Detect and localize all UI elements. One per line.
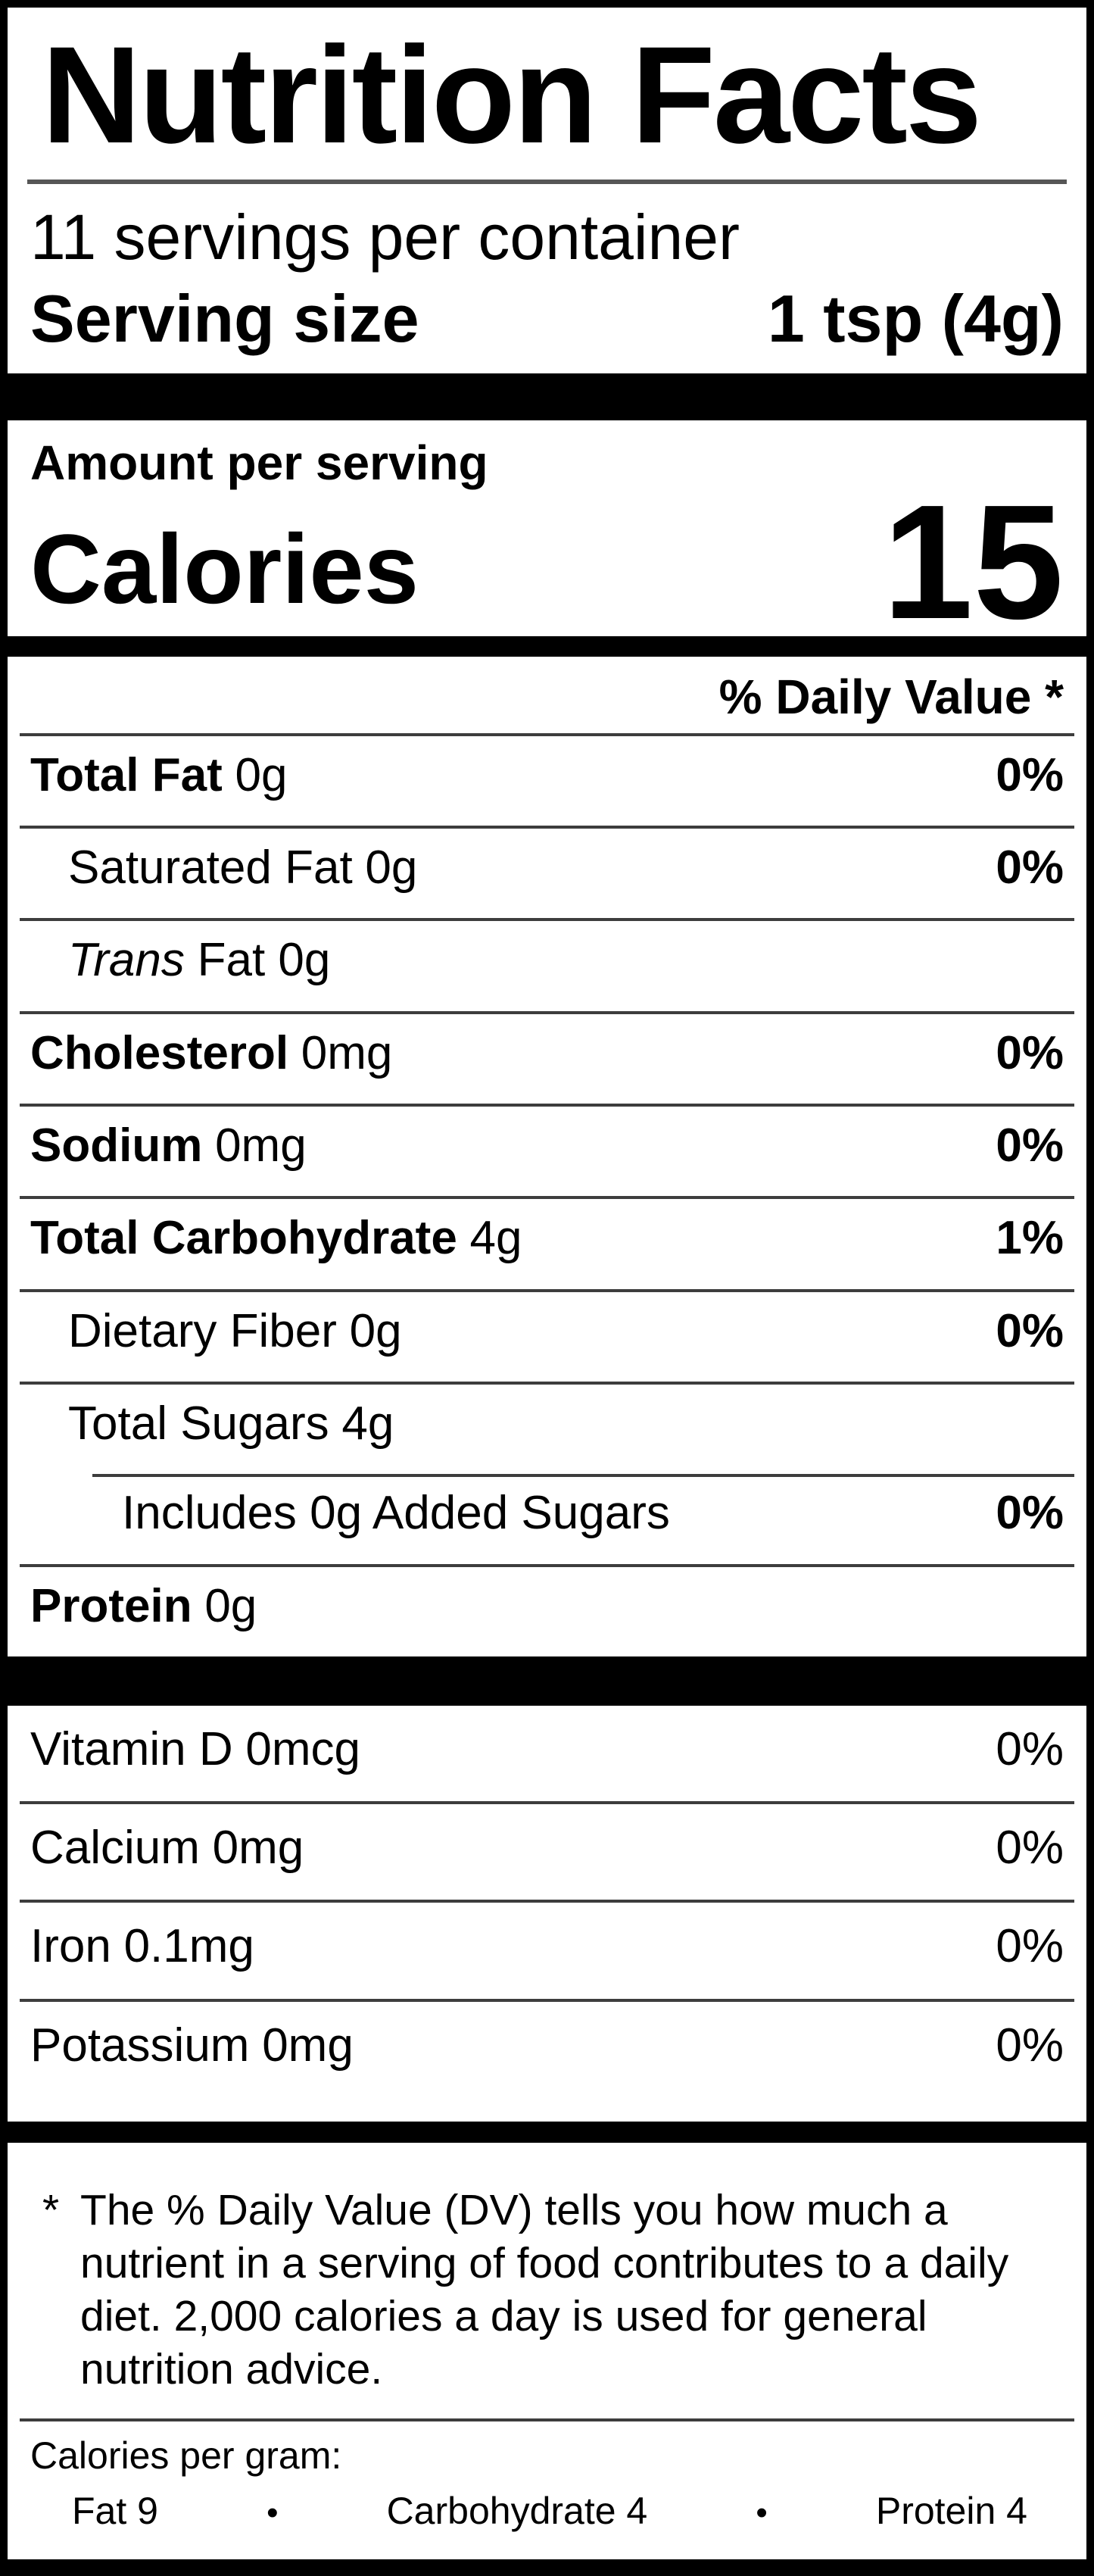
daily-value: 0% (996, 1487, 1064, 1540)
nutrient-amount: 4g (341, 1397, 394, 1450)
nutrition-facts-title: Nutrition Facts (42, 17, 982, 172)
nutrient-name-cell: Saturated Fat 0g (30, 841, 417, 895)
section-bar (8, 373, 1086, 420)
nutrient-name-cell: Cholesterol 0mg (30, 1026, 392, 1080)
calories-per-gram-heading: Calories per gram: (30, 2434, 342, 2478)
daily-value: 0% (996, 1822, 1064, 1875)
servings-per-container: 11 servings per container (30, 201, 740, 273)
daily-value: 0% (996, 1722, 1064, 1775)
nutrient-amount: 0g (365, 841, 418, 895)
section-bar (8, 2122, 1086, 2144)
nutrient-row-cholesterol: Cholesterol 0mg 0% (20, 1010, 1074, 1104)
divider (20, 2418, 1074, 2422)
nutrient-name: Total Fat (30, 748, 223, 801)
nutrient-name-cell: Protein 0g (30, 1579, 257, 1633)
nutrient-amount: 0mg (262, 2019, 354, 2072)
nutrient-name-cell: Total Fat 0g (30, 748, 287, 802)
nutrient-name-cell: Vitamin D 0mcg (30, 1722, 360, 1776)
bullet-separator: • (756, 2494, 768, 2532)
nutrient-row-sodium: Sodium 0mg 0% (20, 1104, 1074, 1196)
nutrient-row-protein: Protein 0g (20, 1563, 1074, 1656)
footnote-asterisk: * (42, 2186, 60, 2235)
nutrient-name: Calcium (30, 1822, 200, 1875)
calories-value: 15 (882, 470, 1064, 653)
nutrient-row-saturated-fat: Saturated Fat 0g 0% (20, 826, 1074, 918)
calories-per-gram-protein: Protein 4 (875, 2490, 1027, 2533)
footnote-text: The % Daily Value (DV) tells you how muc… (80, 2186, 1009, 2394)
nutrient-amount: 0mg (212, 1822, 304, 1875)
daily-value: 0% (996, 748, 1064, 801)
section-bar (8, 1656, 1086, 1706)
nutrient-amount: 0g (349, 1304, 402, 1357)
calories-per-gram-fat: Fat 9 (72, 2490, 158, 2533)
calories-row: Calories 15 (8, 480, 1086, 643)
serving-size-label: Serving size (30, 280, 419, 356)
nutrient-name: Includes 0g Added Sugars (122, 1487, 670, 1540)
nutrient-name-cell: Includes 0g Added Sugars (30, 1486, 683, 1540)
nutrient-name-cell: Total Sugars 4g (30, 1397, 394, 1450)
nutrient-name: Potassium (30, 2019, 250, 2072)
daily-value: 0% (996, 1026, 1064, 1079)
nutrient-name: Vitamin D (30, 1722, 233, 1775)
nutrient-name: Total Carbohydrate (30, 1212, 457, 1265)
nutrient-row-dietary-fiber: Dietary Fiber 0g 0% (20, 1288, 1074, 1382)
nutrient-row-iron: Iron 0.1mg 0% (20, 1900, 1074, 1998)
daily-value: 0% (996, 1119, 1064, 1172)
nutrient-name-cell: Potassium 0mg (30, 2019, 354, 2072)
nutrient-name: Saturated Fat (68, 841, 353, 895)
amount-per-serving-label: Amount per serving (30, 435, 488, 490)
nutrient-name-cell: Dietary Fiber 0g (30, 1304, 402, 1358)
nutrient-row-added-sugars: Includes 0g Added Sugars 0% (20, 1474, 1074, 1563)
calories-per-gram-row: Fat 9 • Carbohydrate 4 • Protein 4 (8, 2477, 1086, 2532)
nutrient-name: Protein (30, 1579, 192, 1632)
nutrient-amount: 0g (204, 1579, 257, 1632)
nutrient-row-trans-fat: Trans Fat 0g (20, 918, 1074, 1010)
bullet-separator: • (266, 2494, 279, 2532)
daily-value: 0% (996, 2019, 1064, 2072)
nutrient-name: Iron (30, 1920, 111, 1973)
nutrient-row-total-carbohydrate: Total Carbohydrate 4g 1% (20, 1196, 1074, 1288)
daily-value: 1% (996, 1212, 1064, 1265)
nutrient-row-total-fat: Total Fat 0g 0% (20, 732, 1074, 826)
nutrient-row-vitamin-d: Vitamin D 0mcg 0% (20, 1706, 1074, 1801)
section-bar (8, 636, 1086, 657)
serving-size-value: 1 tsp (4g) (767, 280, 1064, 356)
nutrient-amount: 4g (469, 1212, 522, 1265)
nutrient-amount: 0.1mg (123, 1920, 254, 1973)
daily-value: 0% (996, 1304, 1064, 1357)
nutrient-amount: 0mcg (245, 1722, 360, 1775)
calories-per-gram-carbohydrate: Carbohydrate 4 (386, 2490, 648, 2533)
nutrient-amount: 0g (235, 748, 288, 801)
nutrient-name: Sodium (30, 1119, 203, 1172)
nutrient-name-cell: Calcium 0mg (30, 1821, 304, 1875)
serving-size-row: Serving size 1 tsp (4g) (8, 274, 1086, 373)
nutrient-name: Trans (68, 934, 185, 987)
nutrient-amount: 0mg (301, 1026, 393, 1079)
nutrient-row-total-sugars: Total Sugars 4g (20, 1381, 1074, 1474)
nutrient-amount: 0mg (215, 1119, 307, 1172)
daily-value-footnote: * The % Daily Value (DV) tells you how m… (8, 2143, 1086, 2396)
daily-value: 0% (996, 841, 1064, 895)
nutrient-row-potassium: Potassium 0mg 0% (20, 1998, 1074, 2097)
nutrient-name-cell: Iron 0.1mg (30, 1919, 254, 1973)
nutrient-row-calcium: Calcium 0mg 0% (20, 1801, 1074, 1900)
nutrient-name-cell: Trans Fat 0g (30, 933, 330, 987)
nutrient-name: Total Sugars (68, 1397, 329, 1450)
daily-value: 0% (996, 1920, 1064, 1973)
daily-value-header: % Daily Value * (718, 670, 1064, 725)
nutrient-name: Dietary Fiber (68, 1304, 337, 1357)
nutrient-name-cell: Total Carbohydrate 4g (30, 1211, 522, 1265)
nutrient-name-cell: Sodium 0mg (30, 1119, 307, 1172)
nutrient-amount: Fat 0g (197, 934, 331, 987)
nutrient-name: Cholesterol (30, 1026, 289, 1079)
divider (27, 180, 1067, 185)
calories-label: Calories (30, 514, 419, 625)
